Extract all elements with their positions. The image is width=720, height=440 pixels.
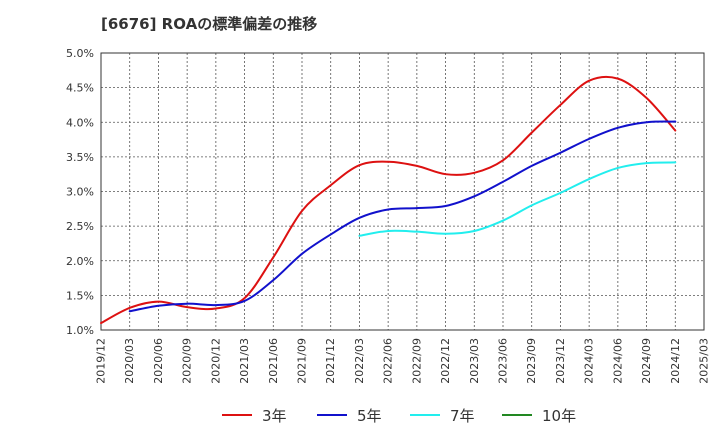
grid-layer <box>100 52 705 331</box>
legend-item: 5年 <box>317 402 382 428</box>
x-tick-label: 2021/09 <box>296 338 309 384</box>
x-tick-label: 2022/03 <box>353 338 366 384</box>
legend-item: 3年 <box>222 402 287 428</box>
chart-title: [6676] ROAの標準偏差の推移 <box>101 15 318 33</box>
y-tick-label: 3.0% <box>66 186 94 199</box>
x-tick-label: 2023/12 <box>554 338 567 384</box>
x-tick-label: 2023/06 <box>497 338 510 384</box>
x-tick-label: 2024/06 <box>611 338 624 384</box>
legend-item: 10年 <box>502 402 576 428</box>
x-tick-label: 2021/06 <box>267 338 280 384</box>
y-tick-label: 2.5% <box>66 220 94 233</box>
x-tick-label: 2025/03 <box>698 338 711 384</box>
series-line-0 <box>100 75 677 325</box>
legend-label: 3年 <box>262 406 287 425</box>
x-tick-label: 2024/03 <box>583 338 596 384</box>
y-tick-label: 1.0% <box>66 324 94 337</box>
y-tick-label: 2.0% <box>66 255 94 268</box>
legend-swatch <box>222 414 252 416</box>
x-tick-label: 2021/03 <box>238 338 251 384</box>
y-tick-label: 3.5% <box>66 151 94 164</box>
x-tick-label: 2023/03 <box>468 338 481 384</box>
x-tick-label: 2022/12 <box>439 338 452 384</box>
y-tick-label: 5.0% <box>66 47 94 60</box>
x-tick-label: 2019/12 <box>95 338 108 384</box>
y-tick-label: 4.5% <box>66 82 94 95</box>
legend-item: 7年 <box>410 402 475 428</box>
plot-frame <box>100 52 705 331</box>
series-line-2 <box>358 161 677 237</box>
x-tick-label: 2020/12 <box>209 338 222 384</box>
legend-label: 5年 <box>357 406 382 425</box>
y-tick-label: 1.5% <box>66 289 94 302</box>
legend-label: 10年 <box>542 406 577 425</box>
x-tick-label: 2020/06 <box>152 338 165 384</box>
axis-layer: 2019/12 2020/03 2020/06 2020/09 2020/12 2021/… <box>66 47 710 384</box>
x-tick-label: 2020/09 <box>181 338 194 384</box>
legend-swatch <box>317 414 347 416</box>
x-tick-label: 2022/06 <box>382 338 395 384</box>
legend-label: 7年 <box>450 406 475 425</box>
x-tick-label: 2022/09 <box>410 338 423 384</box>
x-tick-label: 2021/12 <box>324 338 337 384</box>
x-tick-label: 2024/09 <box>640 338 653 384</box>
legend: 3年 5年 7年 10年 <box>0 402 720 428</box>
legend-swatch <box>410 414 440 416</box>
x-tick-label: 2024/12 <box>669 338 682 384</box>
series-line-1 <box>128 120 677 313</box>
y-tick-label: 4.0% <box>66 116 94 129</box>
x-tick-label: 2020/03 <box>123 338 136 384</box>
series-layer <box>100 75 677 325</box>
x-tick-label: 2023/09 <box>525 338 538 384</box>
legend-swatch <box>502 414 532 416</box>
